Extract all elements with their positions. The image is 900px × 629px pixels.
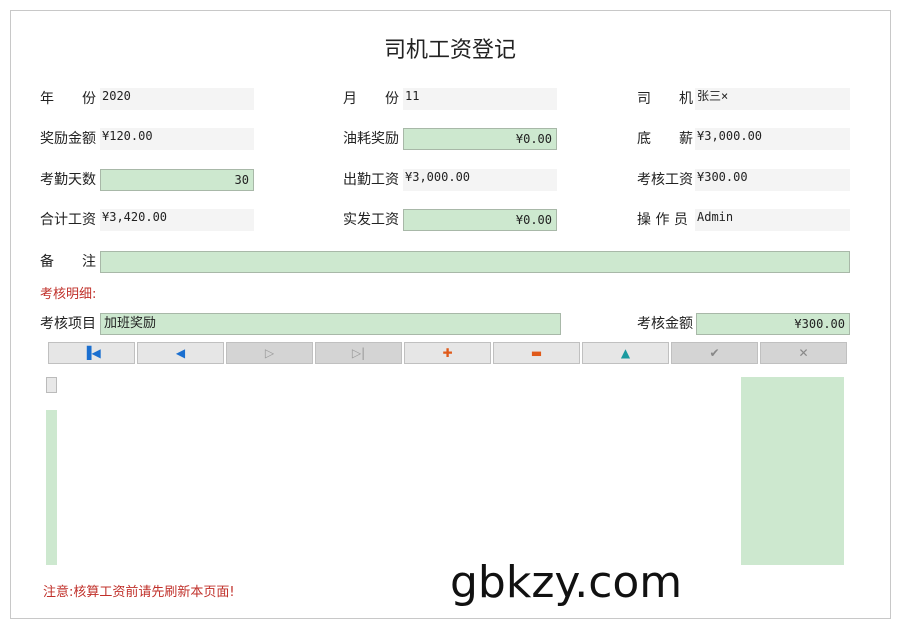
field-label: 油耗奖励 (343, 131, 399, 147)
field-value: ¥3,000.00 (695, 128, 850, 150)
detail-amount-input[interactable]: ¥300.00 (696, 313, 850, 335)
remark-label: 备 注 (40, 254, 96, 270)
save-button[interactable]: ✔ (671, 342, 758, 364)
field-label: 考勤天数 (40, 172, 96, 188)
field-value: ¥300.00 (695, 169, 850, 191)
detail-item-input[interactable]: 加班奖励 (100, 313, 561, 335)
field-value[interactable]: 30 (100, 169, 254, 191)
field-value: Admin (695, 209, 850, 231)
field-value: ¥120.00 (100, 128, 254, 150)
next-record-button[interactable]: ▷ (226, 342, 313, 364)
up-triangle-icon: ▲ (620, 346, 631, 360)
field-label: 司 机 (637, 91, 693, 107)
first-record-button[interactable]: ▐◀ (48, 342, 135, 364)
field-value[interactable]: ¥0.00 (403, 209, 557, 231)
field-label: 实发工资 (343, 212, 399, 228)
field-label: 奖励金额 (40, 131, 96, 147)
last-icon: ▷| (351, 346, 366, 360)
remark-input[interactable] (100, 251, 850, 273)
field-value: 11 (403, 88, 557, 110)
field-value[interactable]: ¥0.00 (403, 128, 557, 150)
field-label: 底 薪 (637, 131, 693, 147)
detail-amount-label: 考核金额 (637, 316, 693, 332)
form-frame (10, 10, 891, 619)
field-label: 考核工资 (637, 172, 693, 188)
next-icon: ▷ (264, 346, 275, 360)
grid-scrollbar[interactable] (46, 410, 57, 565)
field-label: 出勤工资 (343, 172, 399, 188)
plus-icon: ✚ (442, 346, 453, 360)
first-icon: ▐◀ (82, 346, 101, 360)
x-icon: ✕ (798, 346, 809, 360)
detail-item-label: 考核项目 (40, 316, 96, 332)
cancel-button[interactable]: ✕ (760, 342, 847, 364)
last-record-button[interactable]: ▷| (315, 342, 402, 364)
minus-icon: ▬ (530, 346, 543, 360)
edit-button[interactable]: ▲ (582, 342, 669, 364)
field-value: 张三× (695, 88, 850, 110)
detail-grid-column (741, 377, 844, 565)
add-button[interactable]: ✚ (404, 342, 491, 364)
delete-button[interactable]: ▬ (493, 342, 580, 364)
prev-icon: ◀ (175, 346, 186, 360)
page-title: 司机工资登记 (383, 38, 516, 63)
check-icon: ✔ (709, 346, 720, 360)
field-value: 2020 (100, 88, 254, 110)
field-label: 合计工资 (40, 212, 96, 228)
field-label: 年 份 (40, 91, 96, 107)
prev-record-button[interactable]: ◀ (137, 342, 224, 364)
field-value: ¥3,000.00 (403, 169, 557, 191)
field-value: ¥3,420.00 (100, 209, 254, 231)
record-checkbox[interactable] (46, 377, 57, 393)
field-label: 月 份 (343, 91, 399, 107)
field-label: 操 作 员 (637, 212, 688, 228)
watermark: gbkzy.com (450, 557, 683, 608)
warning-note: 注意:核算工资前请先刷新本页面! (43, 585, 235, 600)
detail-heading: 考核明细: (40, 287, 97, 302)
